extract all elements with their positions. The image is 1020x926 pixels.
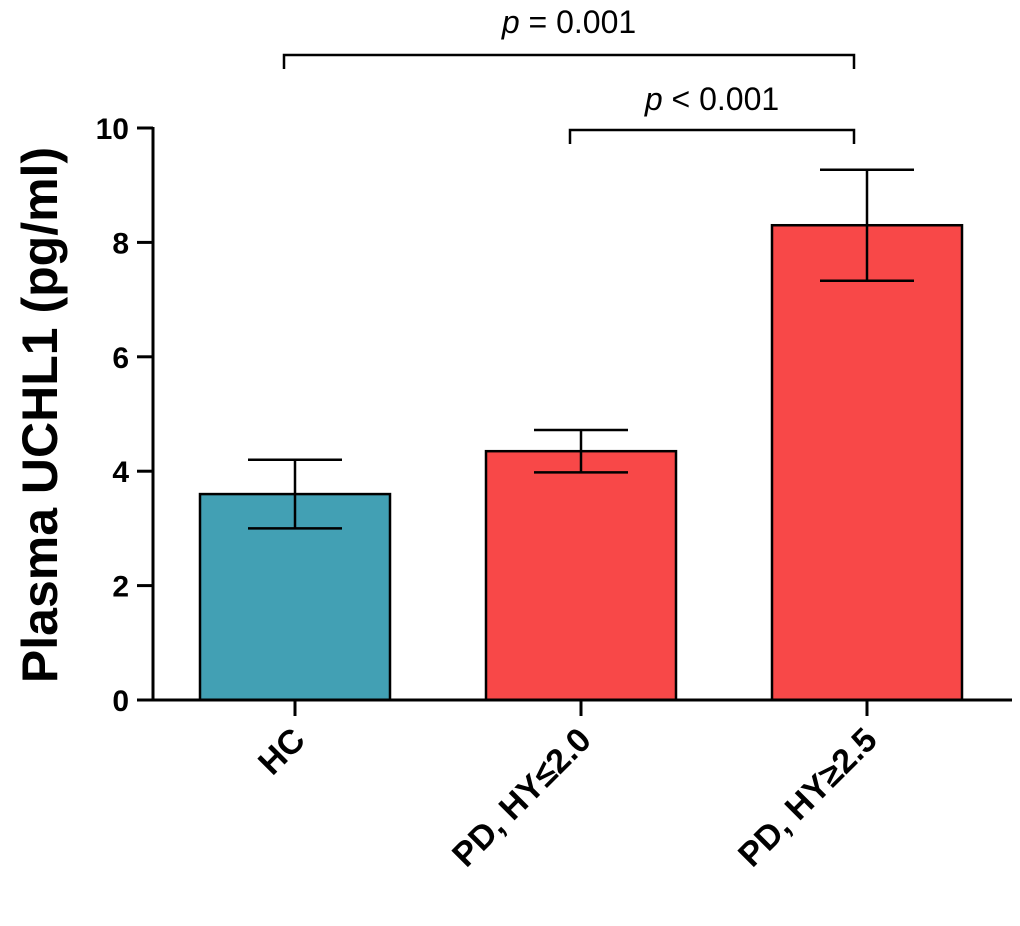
p-value-text: = 0.001: [520, 4, 637, 40]
x-tick-label: HC: [251, 721, 313, 783]
y-tick-label: 10: [96, 113, 129, 146]
y-axis-title: Plasma UCHL1 (pg/ml): [12, 147, 68, 683]
bars: [198, 168, 964, 702]
y-tick-label: 0: [112, 685, 129, 718]
p-symbol: p: [501, 4, 520, 40]
bar: [770, 223, 964, 702]
p-value-label: p < 0.001: [644, 81, 779, 117]
p-value-label: p = 0.001: [501, 4, 636, 40]
y-axis: 0 2 4 6 8 10: [96, 113, 155, 718]
p-value-text: < 0.001: [663, 81, 780, 117]
x-axis: HC PD, HY≤2.0 PD, HY≥2.5: [153, 698, 1012, 875]
p-symbol: p: [644, 81, 663, 117]
x-tick-label: PD, HY≥2.5: [731, 721, 885, 875]
y-tick-label: 4: [112, 456, 129, 489]
significance-bracket: [568, 128, 856, 144]
y-tick-label: 6: [112, 342, 129, 375]
significance-bracket: [282, 53, 856, 69]
y-tick-label: 8: [112, 227, 129, 260]
bar: [484, 449, 678, 702]
x-tick-label: PD, HY≤2.0: [445, 721, 599, 875]
y-tick-label: 2: [112, 571, 129, 604]
